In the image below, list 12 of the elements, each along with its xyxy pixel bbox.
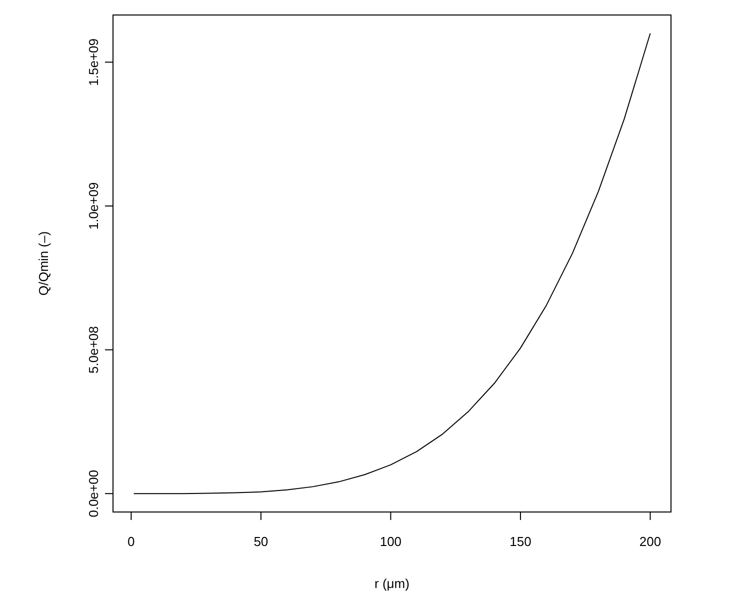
y-tick-label: 1.5e+09 <box>86 38 101 86</box>
y-axis-title: Q/Qmin (–) <box>36 231 51 296</box>
line-series <box>133 32 651 494</box>
x-tick-label: 0 <box>128 534 135 549</box>
x-axis-title: r (μm) <box>374 576 410 591</box>
x-tick-label: 150 <box>510 534 532 549</box>
y-tick-label: 0.0e+00 <box>86 470 101 518</box>
y-tick-label: 1.0e+09 <box>86 182 101 230</box>
x-tick-label: 50 <box>254 534 268 549</box>
y-tick-label: 5.0e+08 <box>86 326 101 374</box>
x-tick-label: 100 <box>380 534 402 549</box>
x-tick-label: 200 <box>639 534 662 549</box>
